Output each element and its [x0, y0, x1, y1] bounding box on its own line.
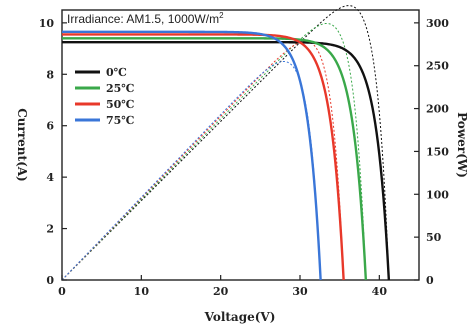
left-axis-title: Current(A): [15, 108, 29, 182]
left-tick-label: 0: [46, 274, 54, 287]
legend-label-0: 0℃: [106, 66, 127, 79]
left-tick-label: 2: [46, 223, 54, 236]
current-curve-50: [62, 33, 345, 281]
right-axis-ticks: 0 50 100 150 200 250 300: [414, 17, 449, 287]
right-axis-title: Power(W): [455, 112, 469, 178]
irradiance-annotation-sup: 2: [219, 11, 224, 20]
right-tick-label: 100: [426, 188, 449, 201]
right-tick-label: 0: [426, 274, 434, 287]
power-curve-75: [61, 60, 322, 281]
current-curves: [62, 30, 391, 281]
left-tick-label: 8: [46, 68, 54, 81]
x-tick-label: 20: [213, 285, 229, 298]
left-axis-ticks: 0 2 4 6 8 10: [39, 17, 67, 287]
x-axis-title: Voltage(V): [204, 310, 276, 324]
x-axis-ticks: 0 10 20 30 40: [58, 275, 387, 298]
right-tick-label: 150: [426, 145, 449, 158]
irradiance-annotation-main: Irradiance: AM1.5, 1000W/m: [67, 12, 219, 26]
right-tick-label: 300: [426, 17, 449, 30]
legend-label-50: 50℃: [106, 98, 135, 111]
x-tick-label: 0: [58, 285, 66, 298]
legend-label-25: 25℃: [106, 82, 135, 95]
right-tick-label: 50: [426, 231, 442, 244]
legend-label-75: 75℃: [106, 114, 135, 127]
left-tick-label: 6: [46, 120, 54, 133]
plot-frame: [61, 9, 420, 281]
current-curve-0: [62, 40, 391, 281]
legend: 0℃ 25℃ 50℃ 75℃: [75, 66, 135, 127]
x-tick-label: 40: [372, 285, 388, 298]
left-tick-label: 10: [39, 17, 55, 30]
power-curve-50: [61, 40, 345, 281]
power-curves: [61, 5, 390, 281]
left-tick-label: 4: [46, 171, 54, 184]
power-curve-0: [61, 5, 390, 281]
current-curve-75: [62, 30, 322, 281]
x-tick-label: 10: [134, 285, 150, 298]
power-curve-25: [61, 22, 367, 281]
current-curve-25: [62, 37, 368, 281]
right-tick-label: 200: [426, 103, 449, 116]
x-tick-label: 30: [292, 285, 308, 298]
right-tick-label: 250: [426, 60, 449, 73]
irradiance-annotation: Irradiance: AM1.5, 1000W/m2: [67, 11, 224, 26]
